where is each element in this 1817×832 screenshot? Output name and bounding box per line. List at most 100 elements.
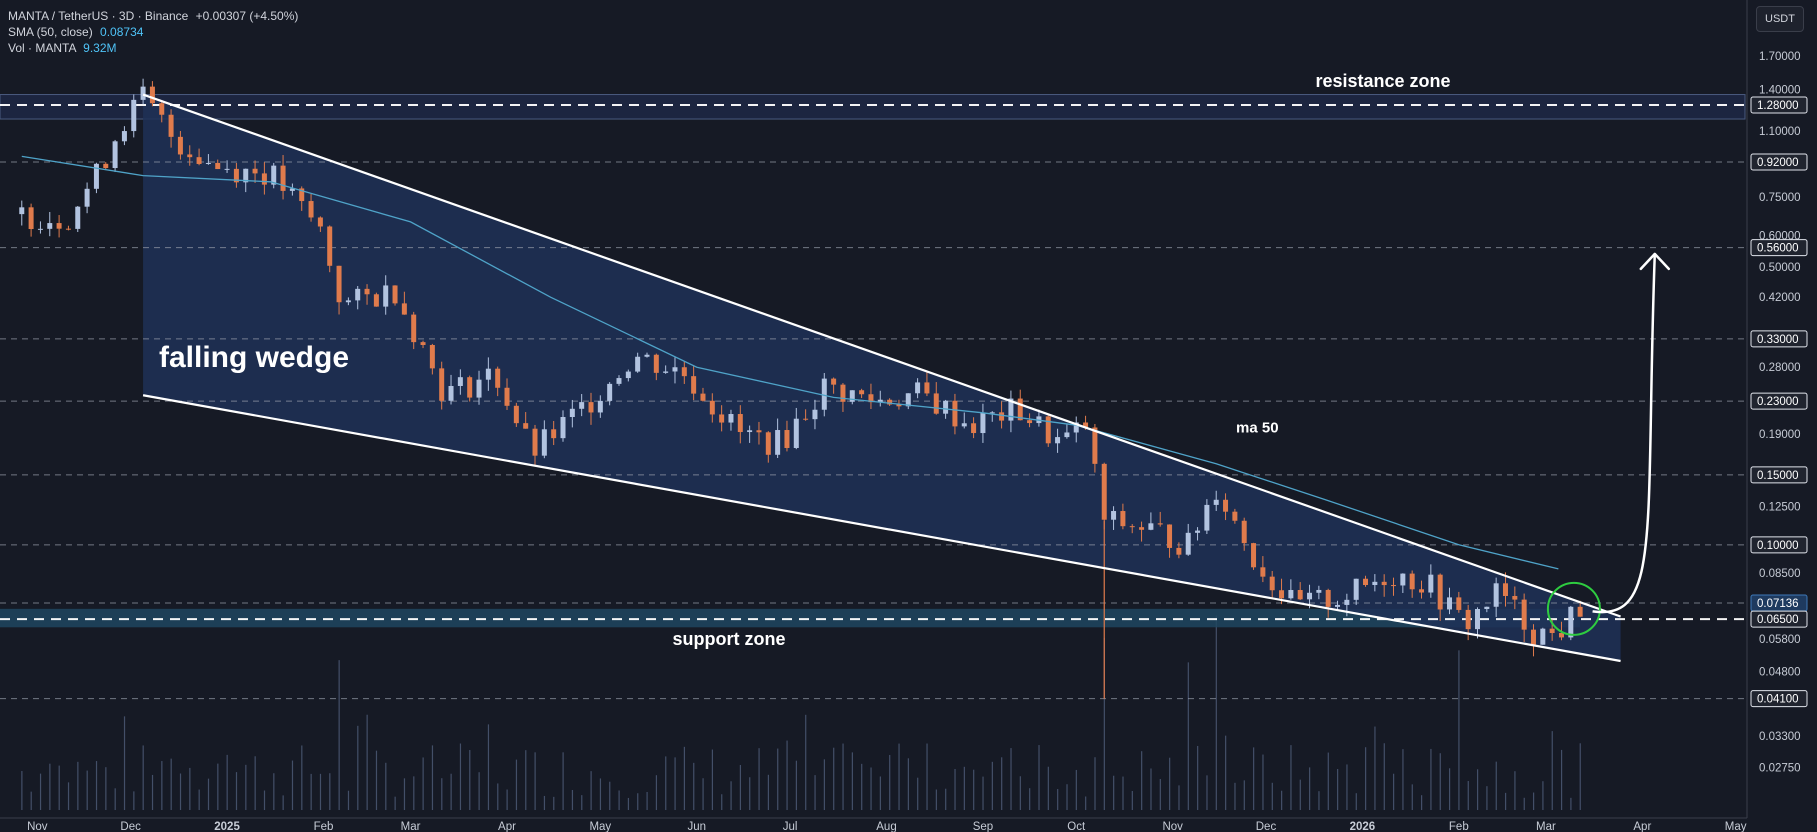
time-axis: Nov Dec 2025 Feb Mar Apr May Jun Jul Aug Sep Oct Nov…: [0, 817, 1817, 832]
volume-bar: [431, 745, 434, 810]
projection-arrow: [1592, 253, 1657, 614]
volume-bar: [1206, 775, 1208, 810]
candle-body: [1129, 526, 1135, 528]
price-tick: 0.42000: [1759, 292, 1801, 304]
candle-body: [1148, 523, 1154, 530]
volume-bar: [833, 747, 835, 810]
candle-body: [1213, 499, 1219, 505]
price-tick: 0.50000: [1759, 262, 1801, 274]
volume-bar: [851, 752, 853, 810]
volume-bar: [310, 773, 312, 810]
time-tick: Dec: [120, 821, 141, 832]
projection-arrowhead: [1639, 252, 1671, 271]
candle-body: [224, 168, 230, 170]
candle-body: [569, 408, 575, 418]
volume-bar: [1253, 747, 1255, 810]
volume-bar: [1187, 662, 1189, 810]
time-axis-bg: [0, 818, 1817, 832]
volume-bar: [1551, 731, 1553, 810]
time-tick: Mar: [401, 821, 421, 832]
volume-bar: [945, 788, 947, 810]
candle-body: [859, 390, 865, 395]
price-level-box: [1750, 610, 1808, 628]
volume-bar: [1355, 793, 1357, 810]
time-tick: Nov: [1162, 821, 1183, 832]
volume-bar: [1402, 749, 1404, 810]
volume-bar: [1570, 797, 1572, 810]
volume-bar: [1374, 726, 1376, 810]
volume-bar: [1141, 751, 1143, 810]
candle-body: [896, 404, 902, 407]
candle-body: [317, 217, 323, 227]
candle-body: [812, 409, 818, 420]
candle-body: [65, 228, 71, 230]
candle-body: [420, 342, 426, 346]
candle-body: [327, 226, 333, 266]
volume-bar: [1542, 781, 1544, 810]
volume-bar: [123, 716, 126, 810]
candle-body: [1111, 511, 1117, 520]
volume-bar: [515, 759, 518, 810]
candle-body: [551, 429, 557, 439]
candle-body: [280, 165, 286, 191]
candle-body: [980, 412, 986, 434]
volume-bar: [161, 761, 163, 810]
volume-bar: [1029, 788, 1031, 810]
price-tick: 0.08500: [1759, 568, 1801, 580]
candle-body: [784, 430, 790, 448]
candle-body: [1568, 606, 1574, 638]
volume-bar: [1309, 767, 1311, 810]
sma50-line: [21, 155, 1559, 570]
volume-bar: [1262, 754, 1264, 810]
time-tick: Feb: [1449, 821, 1469, 832]
volume-bar: [1010, 748, 1012, 810]
candle-body: [681, 367, 687, 377]
price-tick: 0.04800: [1759, 666, 1801, 678]
candle-body: [999, 412, 1005, 421]
candle-body: [56, 223, 62, 229]
candle-body: [905, 393, 911, 407]
volume-bar: [767, 774, 769, 810]
candle-body: [1474, 609, 1480, 630]
candle-body: [541, 429, 547, 456]
volume-bar: [114, 788, 116, 810]
legend-header: MANTA / TetherUS · 3D · Binance +0.00307…: [8, 8, 298, 56]
volume-bar: [1383, 743, 1385, 810]
candle-body: [411, 314, 417, 343]
candle-body: [597, 400, 603, 413]
volume-bar: [1159, 779, 1161, 810]
breakout-circle: [1546, 581, 1601, 636]
volume-bar: [655, 775, 658, 810]
candle-body: [1335, 604, 1341, 607]
volume-bar: [422, 757, 424, 810]
price-level-box: [1750, 466, 1808, 484]
volume-bar: [1113, 775, 1115, 810]
volume-bar: [49, 763, 51, 810]
price-level-box: [1750, 239, 1808, 257]
volume-bar: [226, 754, 228, 810]
volume-bar: [301, 745, 303, 810]
resistance-zone: [0, 94, 1746, 120]
candle-body: [495, 368, 501, 388]
volume-bar: [963, 766, 965, 810]
volume-bar: [450, 773, 452, 810]
price-level-label: 0.56000: [1757, 243, 1799, 255]
volume-row: Vol · MANTA 9.32M: [8, 40, 298, 56]
candle-body: [336, 265, 342, 303]
currency-unit-button[interactable]: USDT: [1756, 6, 1804, 32]
volume-bar: [1430, 748, 1432, 810]
volume-bar: [506, 789, 508, 810]
candle-body: [644, 354, 650, 357]
volume-bar: [366, 714, 368, 810]
volume-bar: [730, 781, 732, 810]
candle-body: [205, 162, 211, 164]
candle-body: [1297, 590, 1303, 600]
price-tick: 0.28000: [1759, 362, 1801, 374]
candle-body: [607, 383, 613, 401]
candle-body: [457, 377, 463, 386]
volume-bar: [282, 795, 284, 810]
candle-body: [19, 207, 25, 215]
candle-body: [243, 168, 249, 183]
volume-bar: [394, 796, 396, 810]
